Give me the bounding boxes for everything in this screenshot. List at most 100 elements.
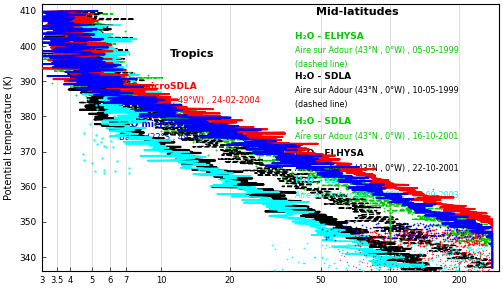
Point: [386, 223, 394, 227]
Point: [386, 252, 394, 257]
Point: [442, 253, 450, 257]
Point: [364, 185, 372, 190]
Point: [379, 241, 387, 246]
Point: [417, 261, 426, 266]
Point: [443, 236, 451, 240]
Point: [459, 244, 467, 249]
Point: [383, 236, 391, 240]
Point: [398, 236, 406, 240]
Point: [424, 256, 432, 261]
Point: [121, 29, 129, 34]
Point: [474, 249, 482, 254]
Point: [436, 268, 444, 273]
Point: [463, 260, 471, 264]
Point: [440, 233, 448, 237]
Point: [433, 242, 441, 247]
Point: [464, 262, 472, 266]
Point: [468, 230, 476, 235]
Point: [456, 241, 464, 246]
Text: H₂O - SDLA: H₂O - SDLA: [295, 117, 352, 126]
Point: [465, 240, 473, 245]
Point: [386, 214, 394, 219]
Point: [107, 139, 115, 143]
Point: [110, 62, 118, 67]
Point: [332, 266, 340, 270]
Point: [391, 225, 399, 229]
Point: [110, 90, 118, 95]
Point: [441, 231, 449, 236]
Point: [392, 262, 400, 267]
Point: [370, 229, 378, 234]
Point: [411, 234, 419, 238]
Point: [386, 244, 394, 249]
Point: [463, 225, 471, 229]
Point: [371, 260, 379, 264]
Point: [476, 253, 484, 257]
Point: [435, 267, 443, 272]
Point: [452, 221, 460, 226]
Point: [54, 67, 62, 72]
Point: [390, 253, 398, 258]
Point: [432, 239, 440, 244]
Point: [407, 234, 415, 238]
Point: [460, 260, 468, 265]
Point: [445, 264, 453, 269]
Point: [465, 246, 473, 250]
Text: Bauru (22°S , 49°W) , 13-02-2004: Bauru (22°S , 49°W) , 13-02-2004: [119, 133, 261, 142]
Point: [476, 257, 484, 262]
Point: [255, 154, 263, 159]
Point: [386, 202, 394, 207]
Point: [393, 267, 401, 271]
Point: [457, 259, 465, 264]
Point: [395, 238, 403, 242]
Point: [202, 136, 210, 141]
Point: [399, 256, 407, 261]
Point: [441, 228, 449, 233]
Point: [440, 252, 448, 256]
Point: [305, 182, 313, 187]
Point: [395, 254, 403, 258]
Point: [429, 234, 437, 239]
Point: [403, 266, 411, 271]
Point: [389, 265, 397, 269]
Point: [160, 124, 169, 128]
Point: [82, 42, 90, 47]
Point: [463, 240, 471, 244]
Point: [486, 260, 494, 264]
Point: [413, 229, 422, 234]
Point: [374, 232, 382, 237]
Point: [190, 138, 198, 142]
Point: [488, 261, 496, 265]
Point: [473, 234, 481, 239]
Point: [467, 268, 475, 273]
Point: [344, 263, 352, 267]
Point: [452, 235, 460, 239]
Point: [466, 250, 474, 255]
Point: [419, 222, 427, 226]
Point: [104, 55, 112, 60]
Point: [204, 153, 212, 157]
Point: [422, 227, 430, 232]
Point: [88, 24, 96, 29]
Point: [443, 251, 451, 255]
Point: [474, 251, 482, 256]
Point: [397, 268, 405, 272]
Point: [92, 84, 100, 89]
Point: [462, 235, 470, 240]
Point: [481, 227, 489, 231]
Point: [466, 226, 474, 231]
Point: [472, 239, 480, 244]
Point: [488, 264, 496, 268]
Point: [95, 75, 103, 80]
Point: [389, 225, 397, 230]
Point: [464, 218, 472, 223]
Point: [125, 98, 133, 103]
Point: [392, 232, 400, 236]
Point: [366, 201, 374, 206]
Point: [476, 252, 484, 256]
Point: [470, 251, 478, 256]
Point: [372, 222, 380, 226]
Point: [488, 260, 496, 265]
Point: [371, 230, 379, 234]
Point: [102, 144, 110, 149]
